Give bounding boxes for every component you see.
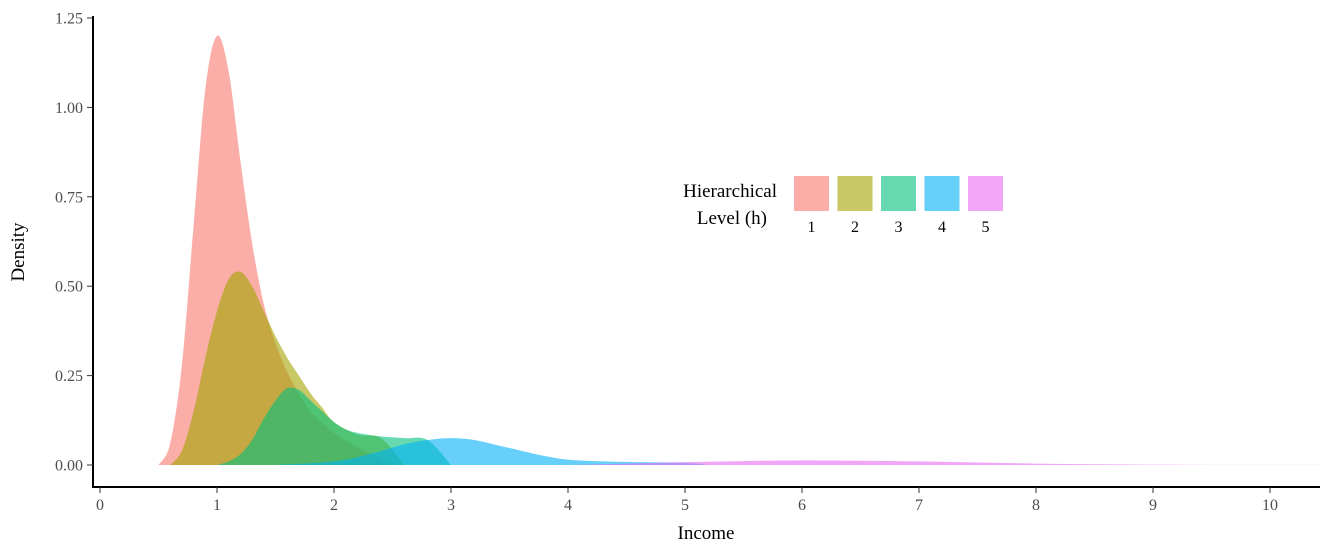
x-tick-label: 4 xyxy=(564,497,572,514)
axes: 0 1 2 3 4 5 6 7 8 9 10 0.00 0.25 0.50 0.75 1.00 1.25 xyxy=(55,11,1320,514)
x-tick-label: 6 xyxy=(798,497,806,514)
x-ticks: 0 1 2 3 4 5 6 7 8 9 10 xyxy=(96,487,1278,514)
legend-key-1 xyxy=(794,176,829,211)
x-tick-label: 7 xyxy=(915,497,923,514)
legend-keys: 1 2 3 4 5 xyxy=(794,176,1003,236)
x-tick-label: 5 xyxy=(681,497,689,514)
density-area-level-5 xyxy=(568,460,1329,465)
legend-label-3: 3 xyxy=(895,219,903,236)
x-axis-title: Income xyxy=(678,523,735,544)
y-tick-label: 0.75 xyxy=(55,189,83,206)
legend-key-2 xyxy=(837,176,873,211)
density-area-level-2 xyxy=(170,271,405,465)
x-tick-label: 9 xyxy=(1149,497,1157,514)
y-tick-label: 1.25 xyxy=(55,11,83,28)
legend-key-4 xyxy=(924,176,960,211)
density-area-level-3 xyxy=(217,387,451,465)
legend-title-line-2: Level (h) xyxy=(697,208,767,229)
x-tick-label: 1 xyxy=(213,497,221,514)
x-tick-label: 3 xyxy=(447,497,455,514)
y-tick-label: 0.25 xyxy=(55,368,83,385)
x-tick-label: 2 xyxy=(330,497,338,514)
legend-label-1: 1 xyxy=(808,219,816,236)
density-areas xyxy=(158,35,1329,465)
legend-label-2: 2 xyxy=(851,219,859,236)
y-ticks: 0.00 0.25 0.50 0.75 1.00 1.25 xyxy=(55,11,93,475)
legend-label-4: 4 xyxy=(938,219,946,236)
x-tick-label: 8 xyxy=(1032,497,1040,514)
y-axis-title: Density xyxy=(8,222,29,282)
legend-label-5: 5 xyxy=(982,219,990,236)
y-tick-label: 1.00 xyxy=(55,100,83,117)
x-tick-label: 0 xyxy=(96,497,104,514)
legend-key-3 xyxy=(881,176,916,211)
density-area-level-4 xyxy=(275,438,709,465)
x-tick-label: 10 xyxy=(1262,497,1278,514)
legend-title-line-1: Hierarchical xyxy=(683,181,777,202)
legend-key-5 xyxy=(968,176,1003,211)
y-tick-label: 0.00 xyxy=(55,458,83,475)
y-tick-label: 0.50 xyxy=(55,279,83,296)
legend: Hierarchical Level (h) 1 2 3 4 5 xyxy=(683,176,1003,236)
